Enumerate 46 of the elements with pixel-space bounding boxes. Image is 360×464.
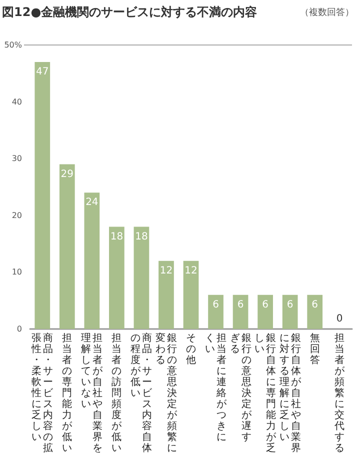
bar bbox=[282, 294, 298, 329]
category-label: 担当者の訪問頻度が低い bbox=[112, 333, 122, 454]
data-label: 12 bbox=[160, 265, 173, 276]
x-tick-label: 無回答 bbox=[310, 333, 320, 368]
y-tick-label: 0 bbox=[16, 324, 22, 334]
data-label: 24 bbox=[86, 197, 98, 208]
y-tick-label: 50% bbox=[4, 40, 22, 50]
bar bbox=[232, 294, 248, 329]
category-label: 担当者が自社や自業界を理解していない bbox=[81, 333, 103, 454]
category-label: 銀行の意思決定が頻繁に変わる bbox=[155, 333, 177, 454]
data-label: 6 bbox=[312, 299, 318, 310]
text: （複数回答） bbox=[300, 6, 354, 19]
category-label: 商品・サービス内容自体の程度が低い bbox=[130, 333, 152, 454]
category-label: 担当者の専門能力が低い bbox=[62, 333, 72, 454]
bar bbox=[258, 294, 273, 329]
data-label: 18 bbox=[110, 231, 124, 242]
bar bbox=[307, 294, 323, 329]
category-label: 商品・サービス内容の拡張性・柔軟性に乏しい bbox=[32, 333, 54, 454]
bar bbox=[183, 260, 199, 329]
y-tick-label: 40 bbox=[12, 97, 22, 106]
bar bbox=[134, 226, 150, 329]
data-label: 6 bbox=[262, 299, 268, 310]
category-label: 銀行自体に専門能力が乏しい bbox=[254, 333, 276, 454]
data-label: 6 bbox=[212, 299, 219, 310]
bar bbox=[208, 294, 224, 329]
data-label: 12 bbox=[184, 265, 198, 276]
y-tick-label: 10 bbox=[12, 268, 22, 277]
data-label: 6 bbox=[237, 299, 244, 310]
data-label: 0 bbox=[336, 314, 343, 324]
category-label: 担当者に連絡がつきにくい bbox=[205, 333, 227, 443]
data-label: 6 bbox=[286, 299, 294, 310]
bar bbox=[59, 164, 75, 329]
data-label: 47 bbox=[36, 66, 49, 78]
y-tick-label: 30 bbox=[12, 154, 22, 164]
x-tick-label: その他 bbox=[186, 333, 196, 368]
category-label: 銀行の意思決定が遅すぎる bbox=[230, 333, 252, 443]
category-label: 銀行自体が自社や自業界に対する理解に乏しい bbox=[279, 333, 301, 454]
data-label: 29 bbox=[60, 168, 74, 180]
bar bbox=[109, 226, 124, 329]
chart-title: 図12●金融機関のサービスに対する不満の内容 bbox=[2, 4, 258, 21]
category-label: 担当者が頻繁に交代する bbox=[334, 333, 345, 454]
bar bbox=[34, 62, 50, 329]
bar bbox=[84, 192, 100, 329]
bar bbox=[158, 260, 174, 329]
y-tick-label: 20 bbox=[12, 210, 22, 220]
data-label: 18 bbox=[135, 231, 148, 242]
